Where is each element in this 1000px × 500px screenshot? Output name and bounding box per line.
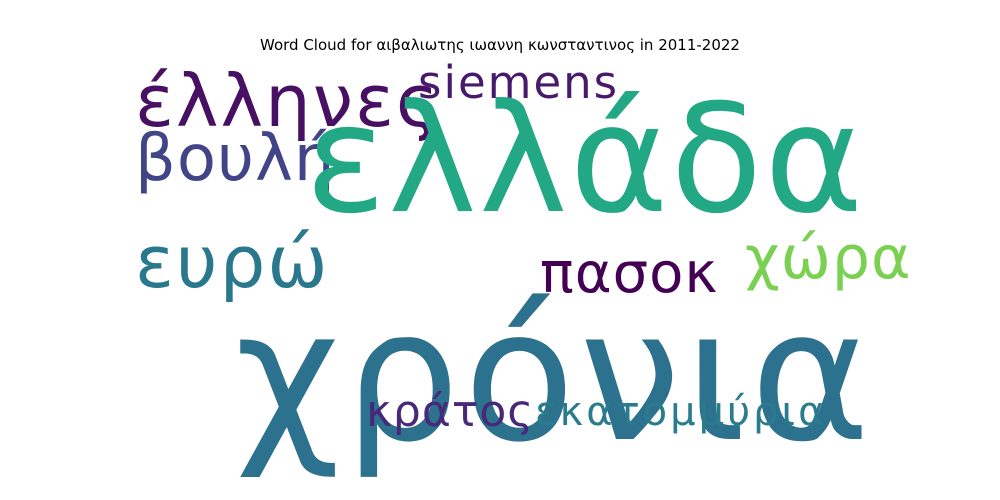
chart-title: Word Cloud for αιβαλιωτης ιωαννη κωνσταν… xyxy=(260,36,740,54)
word-pasok: πασοκ xyxy=(540,241,719,306)
word-hora: χώρα xyxy=(745,223,912,293)
word-vouli: βουλή xyxy=(135,122,336,196)
word-evro: ευρώ xyxy=(135,220,330,304)
word-ekatommyria: εκατομμύρια xyxy=(535,389,828,435)
word-ellada: ελλάδα xyxy=(305,73,866,247)
word-kratos: κράτος xyxy=(366,386,535,437)
word-cloud: έλληνες siemens βουλή ελλάδα ευρώ πασοκ … xyxy=(120,56,911,467)
word-hronia: χρόνια xyxy=(235,270,875,482)
word-ellines: έλληνες xyxy=(135,59,441,143)
word-siemens: siemens xyxy=(418,56,620,109)
